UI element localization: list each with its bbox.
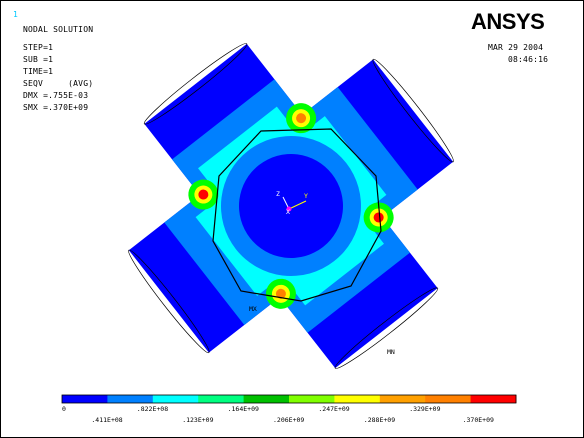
- arm-end-outline: [334, 287, 439, 369]
- cross-model: [128, 43, 454, 369]
- hub-core: [239, 154, 343, 258]
- arm-end-outline: [128, 249, 210, 354]
- legend-swatch: [62, 395, 108, 403]
- axis-triad: [282, 196, 307, 212]
- legend-swatch: [152, 395, 199, 403]
- legend-tick-label: .329E+09: [409, 405, 441, 413]
- legend-tick-label: .822E+08: [136, 405, 169, 413]
- axis-x-label: X: [286, 208, 290, 216]
- legend-swatch: [470, 395, 517, 403]
- result-type-text: SEQV (AVG): [23, 79, 94, 88]
- legend-tick-label: .288E+09: [363, 416, 396, 424]
- legend-tick-label: .206E+09: [273, 416, 305, 424]
- legend-swatch: [107, 395, 154, 403]
- clock-text: 08:46:16: [508, 55, 549, 64]
- legend-tick-label: .370E+09: [462, 416, 494, 424]
- legend-tick-label: .247E+09: [318, 405, 350, 413]
- max-marker: MX: [249, 305, 257, 313]
- dmx-text: DMX =.755E-03: [23, 91, 89, 100]
- min-marker: MN: [387, 348, 395, 356]
- axis-z-label: Z: [276, 190, 280, 198]
- axis-y-label: Y: [304, 192, 308, 200]
- window-number: 1: [13, 10, 19, 19]
- legend-swatch: [243, 395, 290, 403]
- legend-tick-label: 0: [62, 405, 66, 413]
- legend-swatch: [198, 395, 245, 403]
- legend-tick-label: .123E+09: [182, 416, 214, 424]
- arm-end-outline: [372, 58, 454, 163]
- time-step-text: TIME=1: [23, 67, 54, 76]
- legend-swatch: [289, 395, 335, 403]
- legend-swatch: [425, 395, 472, 403]
- legend-swatch: [379, 395, 426, 403]
- legend-swatch: [334, 395, 381, 403]
- legend-tick-label: .164E+09: [227, 405, 259, 413]
- ansys-logo: ANSYS: [471, 9, 545, 34]
- undeformed-outline: [212, 128, 382, 302]
- arm-end-outline: [143, 43, 248, 125]
- stress-hotspots: [188, 103, 394, 309]
- smx-text: SMX =.370E+09: [23, 103, 89, 112]
- legend-frame: [61, 394, 517, 404]
- sub-text: SUB =1: [23, 55, 54, 64]
- step-text: STEP=1: [23, 43, 54, 52]
- legend-tick-label: .411E+08: [91, 416, 123, 424]
- title-line: NODAL SOLUTION: [23, 25, 94, 34]
- date-text: MAR 29 2004: [488, 43, 544, 52]
